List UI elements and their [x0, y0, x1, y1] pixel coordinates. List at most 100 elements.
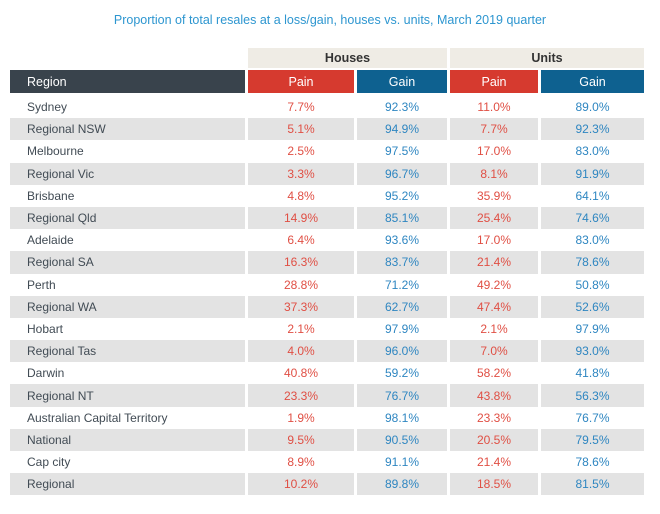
pain-value-cell: 8.1% — [450, 162, 538, 185]
gain-value-cell: 78.6% — [575, 455, 610, 470]
gain-value-cell: 78.6% — [541, 251, 644, 274]
table-row: Melbourne 2.5% 97.5% 17.0% 83.0% — [10, 140, 644, 162]
group-header-spacer — [10, 48, 245, 70]
gain-value-cell: 52.6% — [541, 295, 644, 318]
pain-value-cell: 17.0% — [476, 144, 512, 159]
table-row: Regional SA 16.3% 83.7% 21.4% 78.6% — [10, 251, 644, 274]
gain-value-cell: 89.0% — [575, 100, 610, 115]
region-cell: Regional Tas — [10, 340, 245, 363]
pain-value-cell: 47.4% — [450, 295, 538, 318]
pain-value-cell: 23.3% — [248, 384, 354, 407]
gain-value-cell: 95.2% — [384, 188, 420, 203]
pain-value-cell: 14.9% — [248, 206, 354, 230]
region-cell: Perth — [27, 277, 56, 292]
pain-value-cell: 9.5% — [248, 428, 354, 451]
gain-value-cell: 41.8% — [575, 366, 610, 381]
table-row: Perth 28.8% 71.2% 49.2% 50.8% — [10, 274, 644, 296]
pain-value-cell: 16.3% — [248, 251, 354, 274]
pain-value-cell: 43.8% — [450, 384, 538, 407]
pain-value-cell: 58.2% — [476, 366, 512, 381]
pain-value-cell: 40.8% — [283, 366, 319, 381]
column-header-row: Region Pain Gain Pain Gain — [10, 70, 644, 96]
group-header-houses: Houses — [248, 48, 447, 70]
table-row: Australian Capital Territory 1.9% 98.1% 23.… — [10, 407, 644, 429]
table-row: Brisbane 4.8% 95.2% 35.9% 64.1% — [10, 185, 644, 207]
gain-value-cell: 81.5% — [541, 473, 644, 496]
pain-value-cell: 4.0% — [248, 340, 354, 363]
table-row: Regional Tas 4.0% 96.0% 7.0% 93.0% — [10, 340, 644, 363]
gain-value-cell: 93.0% — [541, 340, 644, 363]
pain-value-cell: 7.7% — [450, 118, 538, 141]
gain-value-cell: 92.3% — [541, 118, 644, 141]
region-cell: Regional NT — [10, 384, 245, 407]
table-row: Regional WA 37.3% 62.7% 47.4% 52.6% — [10, 295, 644, 318]
resales-table: Houses Units Region Pain Gain Pain Gain … — [7, 48, 647, 496]
column-header-houses-gain: Gain — [357, 70, 447, 96]
gain-value-cell: 76.7% — [357, 384, 447, 407]
pain-value-cell: 7.7% — [287, 100, 315, 115]
pain-value-cell: 28.8% — [283, 277, 319, 292]
gain-value-cell: 91.9% — [541, 162, 644, 185]
table-row: Regional 10.2% 89.8% 18.5% 81.5% — [10, 473, 644, 496]
column-header-units-gain: Gain — [541, 70, 644, 96]
region-cell: Regional WA — [10, 295, 245, 318]
table-row: Cap city 8.9% 91.1% 21.4% 78.6% — [10, 451, 644, 473]
gain-value-cell: 83.0% — [575, 233, 610, 248]
region-cell: Brisbane — [27, 188, 75, 203]
pain-value-cell: 2.1% — [287, 321, 315, 336]
gain-value-cell: 85.1% — [357, 206, 447, 230]
pain-value-cell: 18.5% — [450, 473, 538, 496]
region-cell: Australian Capital Territory — [27, 410, 168, 425]
region-cell: Hobart — [27, 321, 64, 336]
group-header-row: Houses Units — [10, 48, 644, 70]
gain-value-cell: 90.5% — [357, 428, 447, 451]
pain-value-cell: 23.3% — [476, 410, 512, 425]
gain-value-cell: 62.7% — [357, 295, 447, 318]
column-header-region: Region — [10, 70, 245, 96]
pain-value-cell: 3.3% — [248, 162, 354, 185]
gain-value-cell: 91.1% — [384, 455, 420, 470]
gain-value-cell: 83.0% — [575, 144, 610, 159]
gain-value-cell: 59.2% — [384, 366, 420, 381]
column-header-units-pain: Pain — [450, 70, 538, 96]
pain-value-cell: 49.2% — [476, 277, 512, 292]
table-row: Sydney 7.7% 92.3% 11.0% 89.0% — [10, 96, 644, 118]
region-cell: Regional Qld — [10, 206, 245, 230]
region-cell: Regional NSW — [10, 118, 245, 141]
gain-value-cell: 97.9% — [384, 321, 420, 336]
pain-value-cell: 25.4% — [450, 206, 538, 230]
gain-value-cell: 96.7% — [357, 162, 447, 185]
pain-value-cell: 8.9% — [287, 455, 315, 470]
gain-value-cell: 71.2% — [384, 277, 420, 292]
table-row: Regional Qld 14.9% 85.1% 25.4% 74.6% — [10, 206, 644, 230]
gain-value-cell: 94.9% — [357, 118, 447, 141]
pain-value-cell: 2.5% — [287, 144, 315, 159]
gain-value-cell: 79.5% — [541, 428, 644, 451]
gain-value-cell: 97.9% — [575, 321, 610, 336]
table-row: Adelaide 6.4% 93.6% 17.0% 83.0% — [10, 229, 644, 251]
region-cell: Adelaide — [27, 233, 74, 248]
pain-value-cell: 21.4% — [450, 251, 538, 274]
table-row: Hobart 2.1% 97.9% 2.1% 97.9% — [10, 318, 644, 340]
group-header-units: Units — [450, 48, 644, 70]
gain-value-cell: 98.1% — [384, 410, 420, 425]
pain-value-cell: 6.4% — [287, 233, 315, 248]
gain-value-cell: 56.3% — [541, 384, 644, 407]
region-cell: Melbourne — [27, 144, 84, 159]
region-cell: Darwin — [27, 366, 65, 381]
region-cell: Regional Vic — [10, 162, 245, 185]
pain-value-cell: 10.2% — [248, 473, 354, 496]
table-row: Darwin 40.8% 59.2% 58.2% 41.8% — [10, 362, 644, 384]
region-cell: Regional — [10, 473, 245, 496]
pain-value-cell: 17.0% — [476, 233, 512, 248]
pain-value-cell: 2.1% — [480, 321, 508, 336]
region-cell: Regional SA — [10, 251, 245, 274]
gain-value-cell: 74.6% — [541, 206, 644, 230]
gain-value-cell: 89.8% — [357, 473, 447, 496]
pain-value-cell: 20.5% — [450, 428, 538, 451]
table-row: Regional NSW 5.1% 94.9% 7.7% 92.3% — [10, 118, 644, 141]
gain-value-cell: 93.6% — [384, 233, 420, 248]
pain-value-cell: 21.4% — [476, 455, 512, 470]
table-row: Regional Vic 3.3% 96.7% 8.1% 91.9% — [10, 162, 644, 185]
